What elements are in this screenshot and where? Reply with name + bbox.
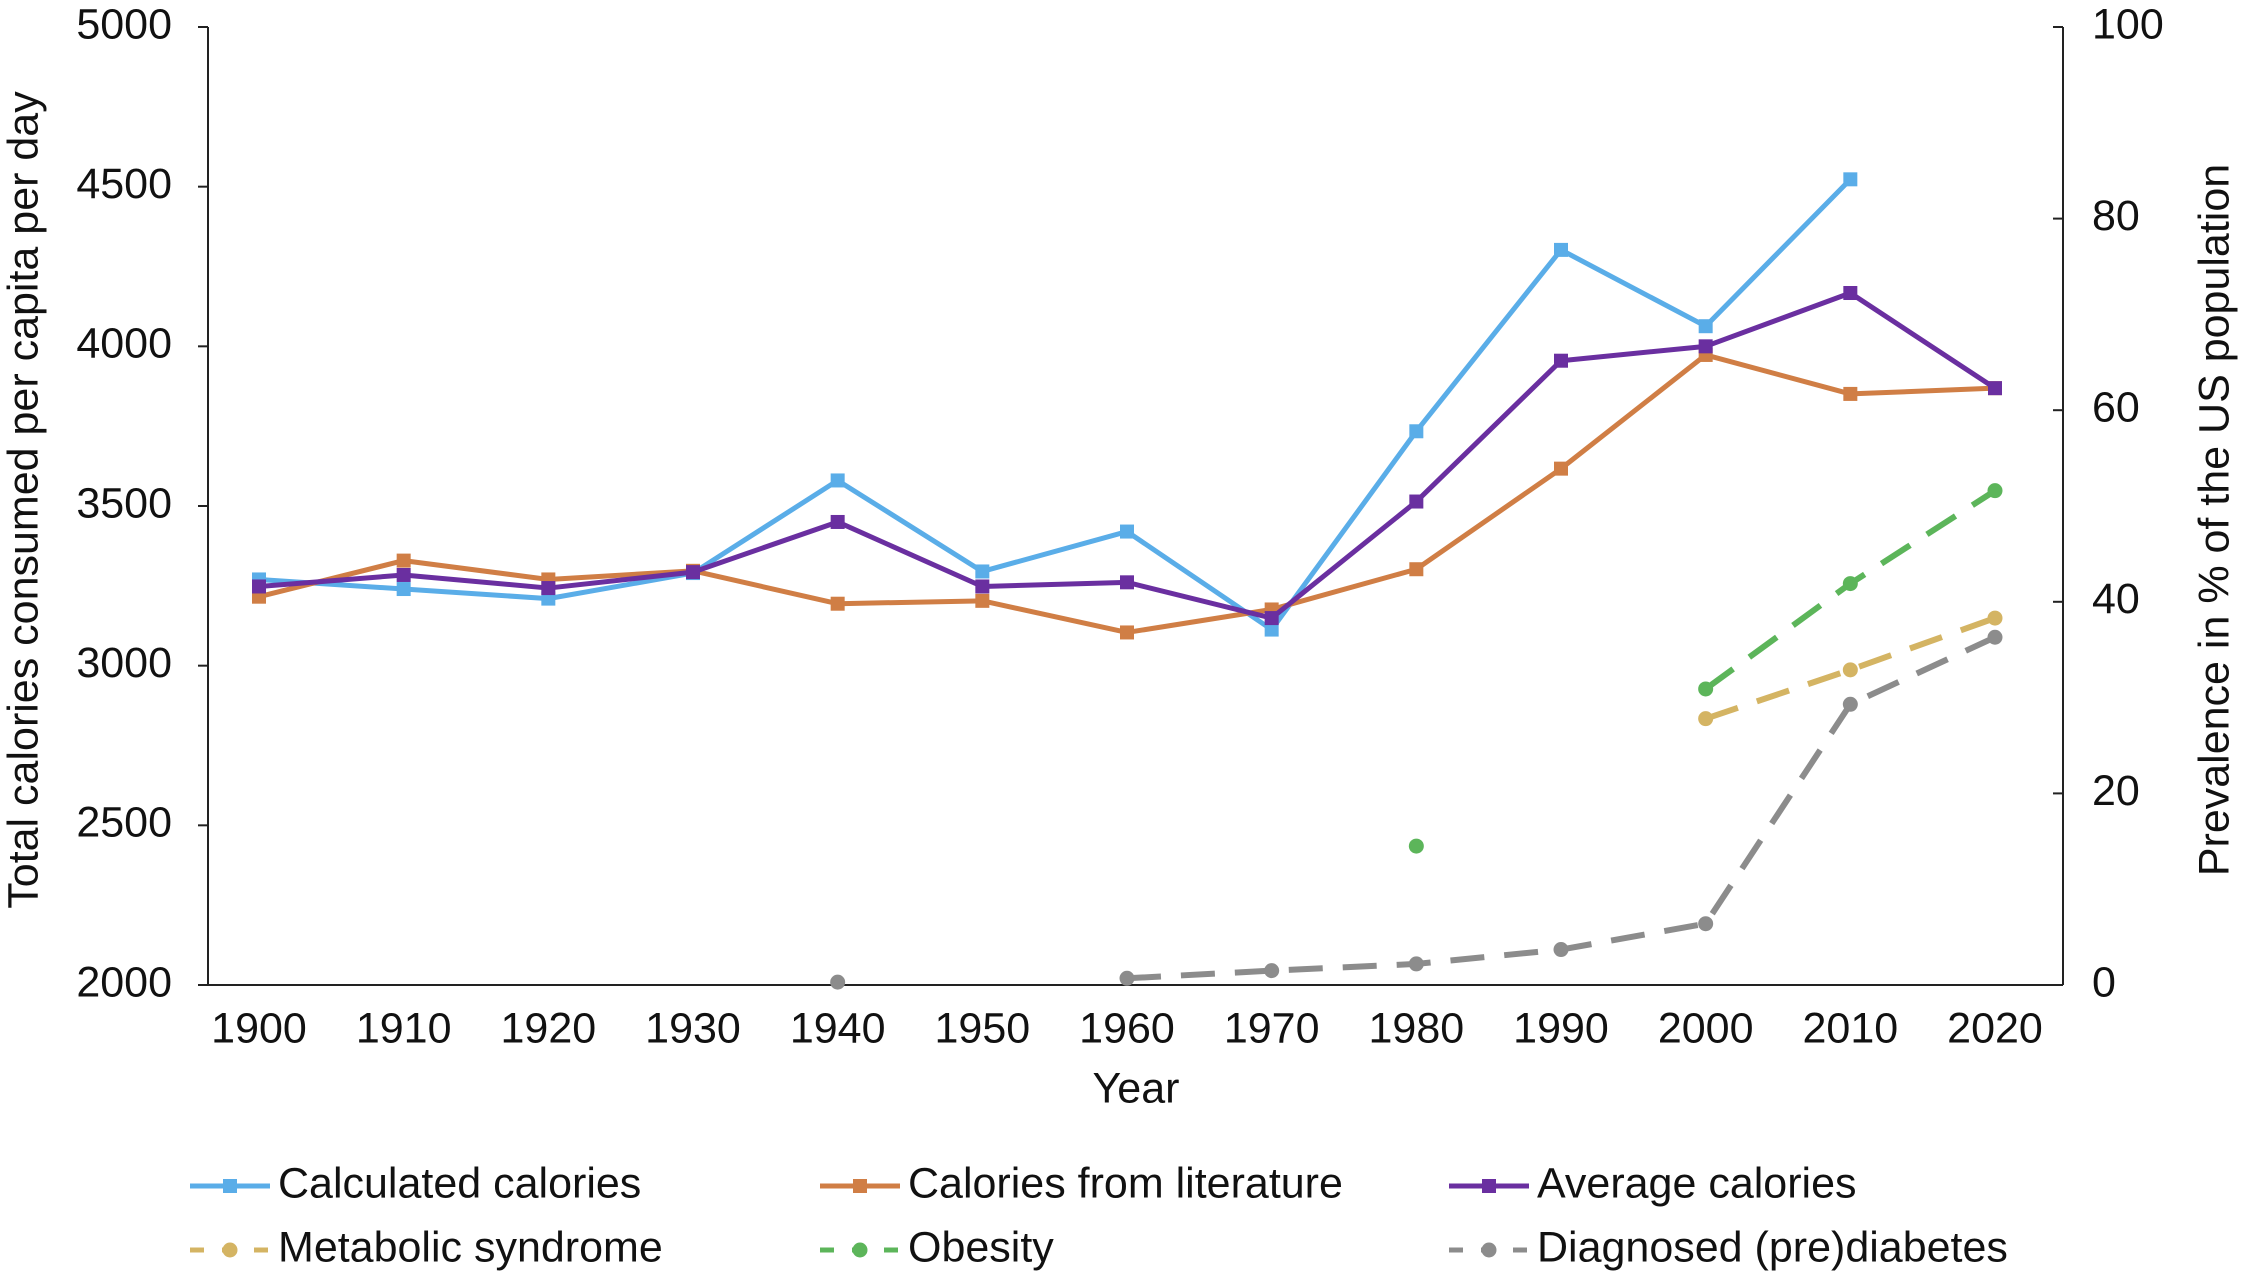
legend-label: Average calories (1537, 1159, 1857, 1207)
data-point (1698, 339, 1713, 354)
data-point (1120, 524, 1134, 539)
x-tick-label: 1940 (790, 1004, 886, 1052)
y-tick-label: 2000 (76, 958, 172, 1006)
data-point (396, 582, 411, 597)
data-point (1119, 970, 1135, 986)
series-line (258, 290, 1997, 621)
data-point (541, 581, 556, 596)
legend-marker (1482, 1179, 1496, 1193)
data-point (830, 596, 845, 611)
x-tick-label: 1990 (1513, 1004, 1609, 1052)
x-tick-label: 1950 (934, 1004, 1030, 1052)
y-tick-label: 5000 (76, 0, 172, 48)
x-tick-label: 1960 (1079, 1004, 1175, 1052)
data-point (1698, 681, 1714, 697)
y2-tick-label: 80 (2092, 192, 2140, 240)
y2-tick-label: 40 (2092, 575, 2140, 623)
data-point (1987, 483, 2003, 499)
legend-marker (853, 1179, 867, 1193)
y-tick-label: 3000 (76, 639, 172, 687)
x-axis-label: Year (1093, 1064, 1180, 1112)
series-line (1126, 634, 1997, 982)
data-point (396, 553, 411, 568)
data-point (1842, 576, 1858, 592)
data-point (1843, 386, 1858, 401)
data-point (252, 579, 266, 594)
series-line (258, 177, 1853, 633)
data-point (1987, 610, 2003, 626)
x-tick-label: 1910 (356, 1004, 452, 1052)
data-point (830, 514, 845, 529)
y2-tick-label: 60 (2092, 384, 2140, 432)
x-tick-label: 1930 (645, 1004, 741, 1052)
data-point (1698, 319, 1713, 334)
series-line (258, 352, 1996, 635)
data-point (1409, 494, 1424, 509)
legend-marker (852, 1242, 868, 1258)
x-tick-label: 2010 (1802, 1004, 1898, 1052)
y-tick-label: 4000 (76, 320, 172, 368)
legend-label: Calculated calories (278, 1159, 641, 1207)
y2-tick-label: 20 (2092, 767, 2140, 815)
y2-tick-label: 100 (2092, 0, 2164, 48)
x-tick-label: 2020 (1947, 1004, 2043, 1052)
y-tick-label: 4500 (76, 160, 172, 208)
data-point (1842, 662, 1858, 678)
data-point (1987, 629, 2003, 645)
legend-label: Calories from literature (908, 1159, 1343, 1207)
y-axis-label: Total calories consumed per capita per d… (0, 91, 47, 909)
data-point (1554, 353, 1568, 368)
x-tick-label: 1970 (1224, 1004, 1320, 1052)
data-point (1120, 575, 1134, 590)
data-point (1120, 625, 1134, 640)
data-point (396, 567, 411, 582)
legend-label: Diagnosed (pre)diabetes (1537, 1223, 2008, 1271)
legend-marker (222, 1242, 238, 1258)
data-point (1264, 622, 1279, 637)
data-point (1408, 956, 1424, 972)
legend-label: Obesity (908, 1223, 1054, 1271)
data-point (1554, 242, 1568, 257)
data-point (686, 565, 700, 580)
data-point (1842, 696, 1858, 712)
data-point (1409, 562, 1424, 577)
data-point (541, 591, 556, 606)
data-point (1553, 942, 1569, 958)
data-point (975, 564, 990, 579)
legend-label: Metabolic syndrome (278, 1223, 663, 1271)
data-point (1264, 963, 1280, 979)
x-tick-label: 1920 (500, 1004, 596, 1052)
y-tick-label: 3500 (76, 479, 172, 527)
y2-tick-label: 0 (2092, 958, 2116, 1006)
y2-axis-label: Prevalence in % of the US population (2190, 164, 2238, 876)
legend-marker (1481, 1242, 1497, 1258)
data-point (1843, 172, 1858, 187)
data-point (1843, 286, 1858, 301)
y-tick-label: 2500 (76, 799, 172, 847)
x-tick-label: 1900 (211, 1004, 307, 1052)
data-point (830, 974, 846, 990)
data-point (975, 579, 990, 594)
legend-marker (223, 1179, 237, 1193)
data-point (975, 593, 990, 608)
data-point (1698, 711, 1714, 727)
x-tick-label: 2000 (1658, 1004, 1754, 1052)
data-point (1409, 424, 1424, 439)
data-point (1264, 611, 1279, 626)
data-point (1698, 916, 1714, 932)
data-point (830, 473, 845, 488)
data-point (1408, 838, 1424, 854)
data-point (1554, 461, 1568, 476)
data-point (1988, 381, 2002, 396)
x-tick-label: 1980 (1368, 1004, 1464, 1052)
